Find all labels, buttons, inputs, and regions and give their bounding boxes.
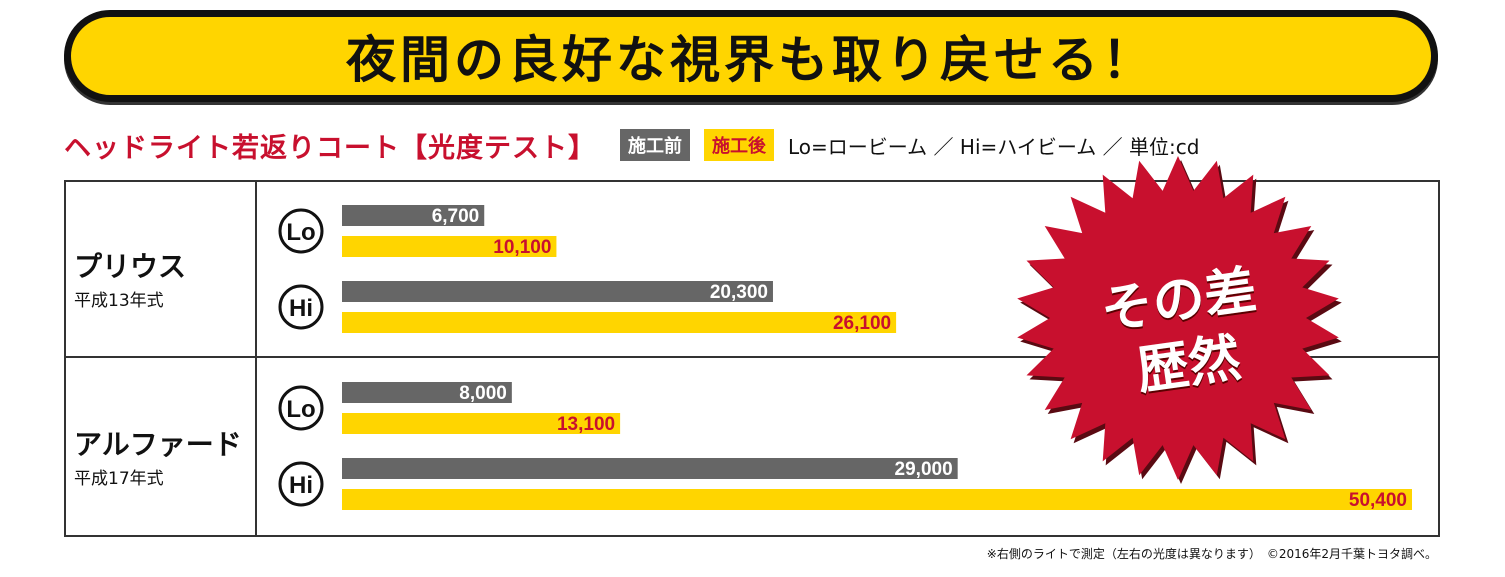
beam-badge-circle — [278, 385, 324, 431]
column-divider — [255, 180, 257, 537]
beam-badge-label: Hi — [289, 295, 313, 322]
footnote: ※右側のライトで測定（左右の光度は異なります） ©2016年2月千葉トヨタ調べ。 — [986, 547, 1437, 561]
beam-badge-label: Lo — [286, 396, 315, 423]
chart-subtitle: ヘッドライト若返りコート【光度テスト】 — [64, 132, 596, 164]
bar-after — [342, 312, 897, 333]
bar-before — [342, 205, 485, 226]
beam-badge-circle — [278, 208, 324, 254]
bar-value-label: 20,300 — [710, 282, 768, 303]
bar-value-label: 29,000 — [895, 459, 953, 480]
car-name-prius: プリウス — [74, 250, 187, 283]
beam-badge-circle — [278, 461, 324, 507]
bar-after — [342, 413, 621, 434]
bar-value-label: 6,700 — [432, 206, 480, 227]
bar-before — [342, 458, 958, 479]
bar-value-label: 26,100 — [833, 313, 891, 334]
starburst-shape — [1017, 156, 1339, 480]
subtitle-row: ヘッドライト若返りコート【光度テスト】 施工前 施工後 Lo=ロービーム ／ H… — [64, 128, 1200, 164]
headline-banner: 夜間の良好な視界も取り戻せる！ — [64, 10, 1438, 102]
bar-before — [342, 281, 773, 302]
beam-badge-label: Hi — [289, 472, 313, 499]
bar-after — [342, 489, 1412, 510]
bar-value-label: 10,100 — [493, 237, 551, 258]
bar-after — [342, 236, 557, 257]
car-year-prius: 平成13年式 — [74, 291, 164, 311]
bar-value-label: 13,100 — [557, 414, 615, 435]
bar-value-label: 50,400 — [1349, 490, 1407, 511]
row-divider — [64, 356, 1440, 358]
car-year-alphard: 平成17年式 — [74, 469, 164, 489]
beam-badge-label: Lo — [286, 219, 315, 246]
bar-before — [342, 382, 512, 403]
headline-text: 夜間の良好な視界も取り戻せる！ — [346, 31, 1156, 89]
legend-note: Lo=ロービーム ／ Hi=ハイビーム ／ 単位:cd — [788, 134, 1200, 159]
chart-frame — [64, 180, 1440, 537]
legend-after: 施工後 — [704, 129, 774, 161]
bar-value-label: 8,000 — [459, 383, 507, 404]
beam-badge-circle — [278, 284, 324, 330]
starburst-badge — [1017, 156, 1342, 484]
car-name-alphard: アルファード — [74, 428, 242, 461]
legend-before: 施工前 — [620, 129, 690, 161]
